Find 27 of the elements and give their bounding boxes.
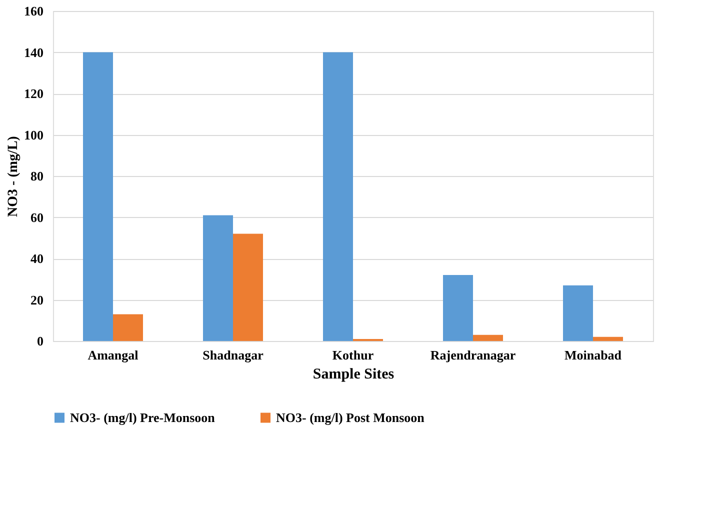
y-tick-label: 140 [24, 44, 44, 60]
bar [563, 285, 593, 341]
y-axis-title: NO3 - (mg/L) [6, 136, 21, 217]
bar [473, 334, 503, 341]
y-tick-label: 40 [30, 251, 44, 266]
x-tick-label: Amangal [88, 348, 139, 362]
x-tick-label: Rajendranagar [430, 348, 516, 362]
x-tick-label: Shadnagar [202, 348, 264, 362]
y-tick-label: 60 [30, 210, 44, 225]
bar [83, 52, 113, 341]
bar [203, 215, 233, 341]
legend-label: NO3- (mg/l) Pre-Monsoon [70, 410, 216, 425]
bar [593, 336, 623, 341]
y-tick-label: 20 [30, 292, 44, 308]
bar [443, 275, 473, 341]
legend-label: NO3- (mg/l) Post Monsoon [276, 410, 426, 425]
bar [233, 234, 263, 341]
y-tick-label: 0 [37, 334, 44, 348]
y-tick-label: 120 [24, 86, 44, 101]
x-tick-label: Moinabad [564, 348, 622, 362]
bar [113, 314, 143, 341]
bar [323, 52, 353, 341]
x-tick-label: Kothur [332, 348, 374, 362]
x-axis-title: Sample Sites [312, 366, 394, 382]
y-tick-label: 160 [24, 4, 44, 18]
y-tick-label: 80 [30, 168, 44, 184]
y-tick-label: 100 [24, 127, 44, 142]
